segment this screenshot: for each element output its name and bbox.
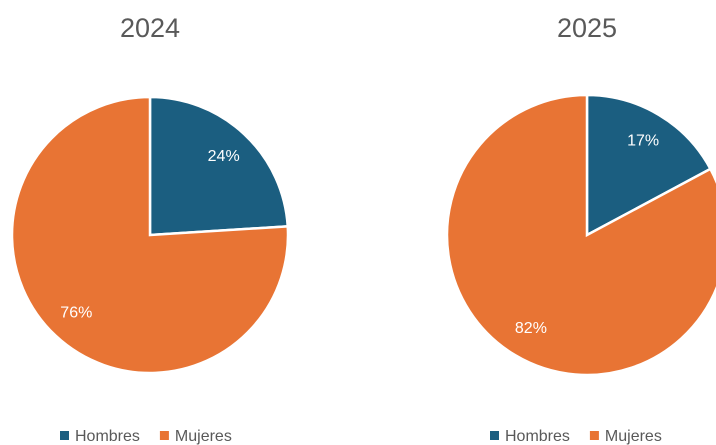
data-label: 76% <box>60 305 92 322</box>
legend-swatch <box>60 431 69 440</box>
legend-swatch <box>490 431 499 440</box>
chart-title: 2025 <box>557 13 617 43</box>
data-label: 17% <box>627 133 659 150</box>
pie-slice <box>10 95 290 375</box>
pie-slice <box>148 95 290 237</box>
legend-swatch <box>589 431 599 440</box>
legend-swatch <box>159 431 169 440</box>
legend-label: Mujeres <box>175 428 232 445</box>
data-label: 24% <box>208 148 240 165</box>
chart-title: 2024 <box>120 13 180 43</box>
pie-slice <box>445 93 716 377</box>
pie-slice <box>585 93 713 238</box>
legend-label: Hombres <box>505 428 570 445</box>
legend-label: Mujeres <box>605 428 662 445</box>
legend-label: Hombres <box>75 428 140 445</box>
data-label: 82% <box>515 320 547 337</box>
